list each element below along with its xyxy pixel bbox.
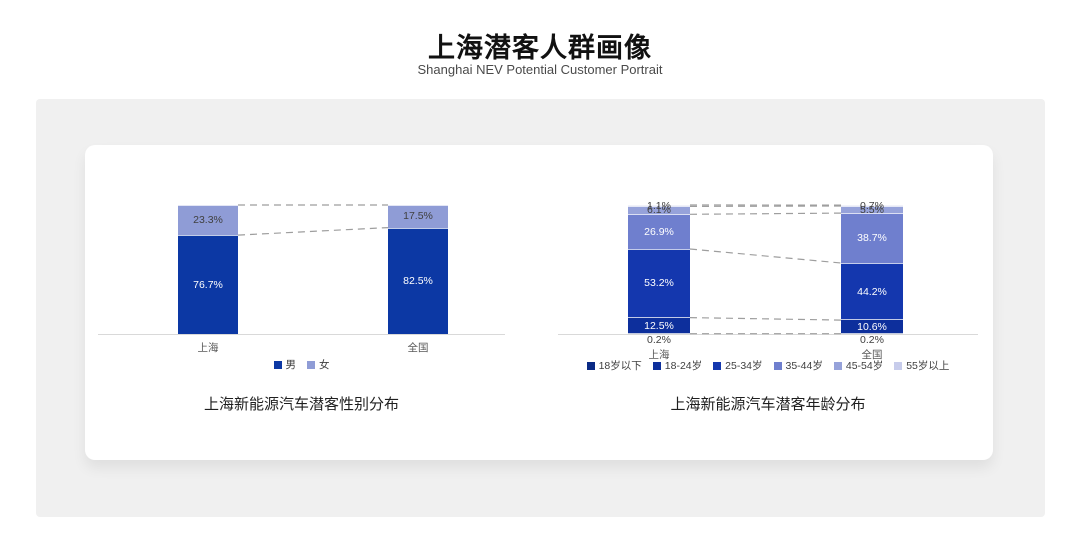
- segment-男: [388, 227, 448, 334]
- stacked-bar-上海: [628, 205, 690, 334]
- connector-lines: [237, 204, 389, 236]
- segment-55岁以上: [841, 205, 903, 206]
- stacked-bar-全国: [388, 205, 448, 334]
- legend-swatch-icon: [307, 360, 315, 369]
- segment-女: [178, 205, 238, 236]
- segment-55岁以上: [628, 205, 690, 207]
- data-label: 82.5%: [403, 274, 433, 287]
- data-label: 5.5%: [860, 203, 884, 216]
- age-distribution-chart: 0.2% 12.5% 53.2% 26.9% 6.1% 1.1% 上海 0.2% 10.6% 44…: [558, 200, 978, 413]
- legend-item-35-44岁: 35-44岁: [773, 358, 823, 373]
- page-subtitle: Shanghai NEV Potential Customer Portrait: [417, 62, 663, 77]
- segment-男: [178, 235, 238, 334]
- age-chart-legend: 18岁以下 18-24岁 25-34岁 35-44岁 45-54岁 55岁以上: [558, 358, 978, 373]
- segment-45-54岁: [841, 206, 903, 214]
- legend-swatch-icon: [773, 361, 782, 370]
- legend-swatch-icon: [273, 360, 282, 369]
- legend-item-18-24岁: 18-24岁: [652, 358, 703, 373]
- connector-lines: [689, 204, 842, 335]
- legend-label: 男: [285, 359, 297, 371]
- legend-swatch-icon: [652, 361, 661, 370]
- data-label: 0.2%: [647, 334, 671, 346]
- legend-label: 55岁以上: [906, 360, 950, 372]
- gender-distribution-chart: 76.7% 23.3% 上海 82.5% 17.5% 全国 男女 上海新能源汽车潜客性别分…: [98, 204, 505, 413]
- data-label: 0.2%: [860, 334, 884, 346]
- legend-label: 女: [319, 359, 330, 371]
- segment-25-34岁: [628, 248, 690, 317]
- data-label: 10.6%: [857, 320, 887, 333]
- legend-swatch-icon: [894, 361, 903, 370]
- segment-18-24岁: [628, 316, 690, 333]
- data-label: 26.9%: [644, 225, 674, 238]
- gender-chart-caption: 上海新能源汽车潜客性别分布: [203, 396, 399, 413]
- category-label-上海: 上海: [648, 349, 670, 361]
- legend-item-55岁以上: 55岁以上: [894, 358, 949, 373]
- legend-label: 45-54岁: [845, 360, 884, 372]
- legend-label: 18-24岁: [664, 360, 703, 372]
- legend-swatch-icon: [586, 361, 595, 370]
- data-label: 6.1%: [647, 204, 671, 217]
- page-title: 上海潜客人群画像: [428, 33, 652, 63]
- age-chart-caption: 上海新能源汽车潜客年龄分布: [670, 396, 866, 413]
- data-label: 76.7%: [193, 278, 223, 291]
- gender-chart-legend: 男女: [98, 357, 505, 372]
- segment-18岁以下: [841, 333, 903, 334]
- segment-35-44岁: [628, 214, 690, 249]
- data-label: 17.5%: [403, 210, 433, 223]
- gender-chart-plot-area: 76.7% 23.3% 上海 82.5% 17.5% 全国: [98, 204, 505, 354]
- legend-item-女: 女: [307, 357, 330, 372]
- category-label-上海: 上海: [197, 342, 219, 354]
- legend-item-45-54岁: 45-54岁: [833, 358, 884, 373]
- segment-18-24岁: [841, 319, 903, 333]
- chart-card: 76.7% 23.3% 上海 82.5% 17.5% 全国 男女 上海新能源汽车潜客性别分…: [85, 145, 993, 460]
- legend-label: 25-34岁: [725, 360, 763, 372]
- legend-swatch-icon: [713, 361, 722, 370]
- legend-label: 35-44岁: [785, 360, 823, 372]
- segment-35-44岁: [841, 213, 903, 263]
- segment-45-54岁: [628, 206, 690, 215]
- data-label: 1.1%: [647, 199, 671, 212]
- legend-item-18岁以下: 18岁以下: [586, 358, 642, 373]
- data-label: 38.7%: [857, 232, 887, 245]
- segment-25-34岁: [841, 262, 903, 320]
- data-label: 44.2%: [857, 285, 887, 298]
- category-label-全国: 全国: [861, 349, 883, 361]
- legend-item-男: 男: [273, 357, 297, 372]
- data-label: 0.7%: [860, 199, 884, 212]
- segment-女: [388, 205, 448, 228]
- legend-swatch-icon: [833, 361, 842, 370]
- legend-item-25-34岁: 25-34岁: [713, 358, 763, 373]
- stacked-bar-上海: [178, 205, 238, 334]
- data-label: 23.3%: [193, 214, 223, 227]
- age-chart-plot-area: 0.2% 12.5% 53.2% 26.9% 6.1% 1.1% 上海 0.2% 10.6% 44…: [558, 200, 978, 361]
- category-label-全国: 全国: [407, 342, 429, 354]
- data-label: 12.5%: [644, 319, 674, 332]
- segment-18岁以下: [628, 333, 690, 334]
- stacked-bar-全国: [841, 205, 903, 334]
- legend-label: 18岁以下: [598, 360, 642, 372]
- data-label: 53.2%: [644, 277, 674, 290]
